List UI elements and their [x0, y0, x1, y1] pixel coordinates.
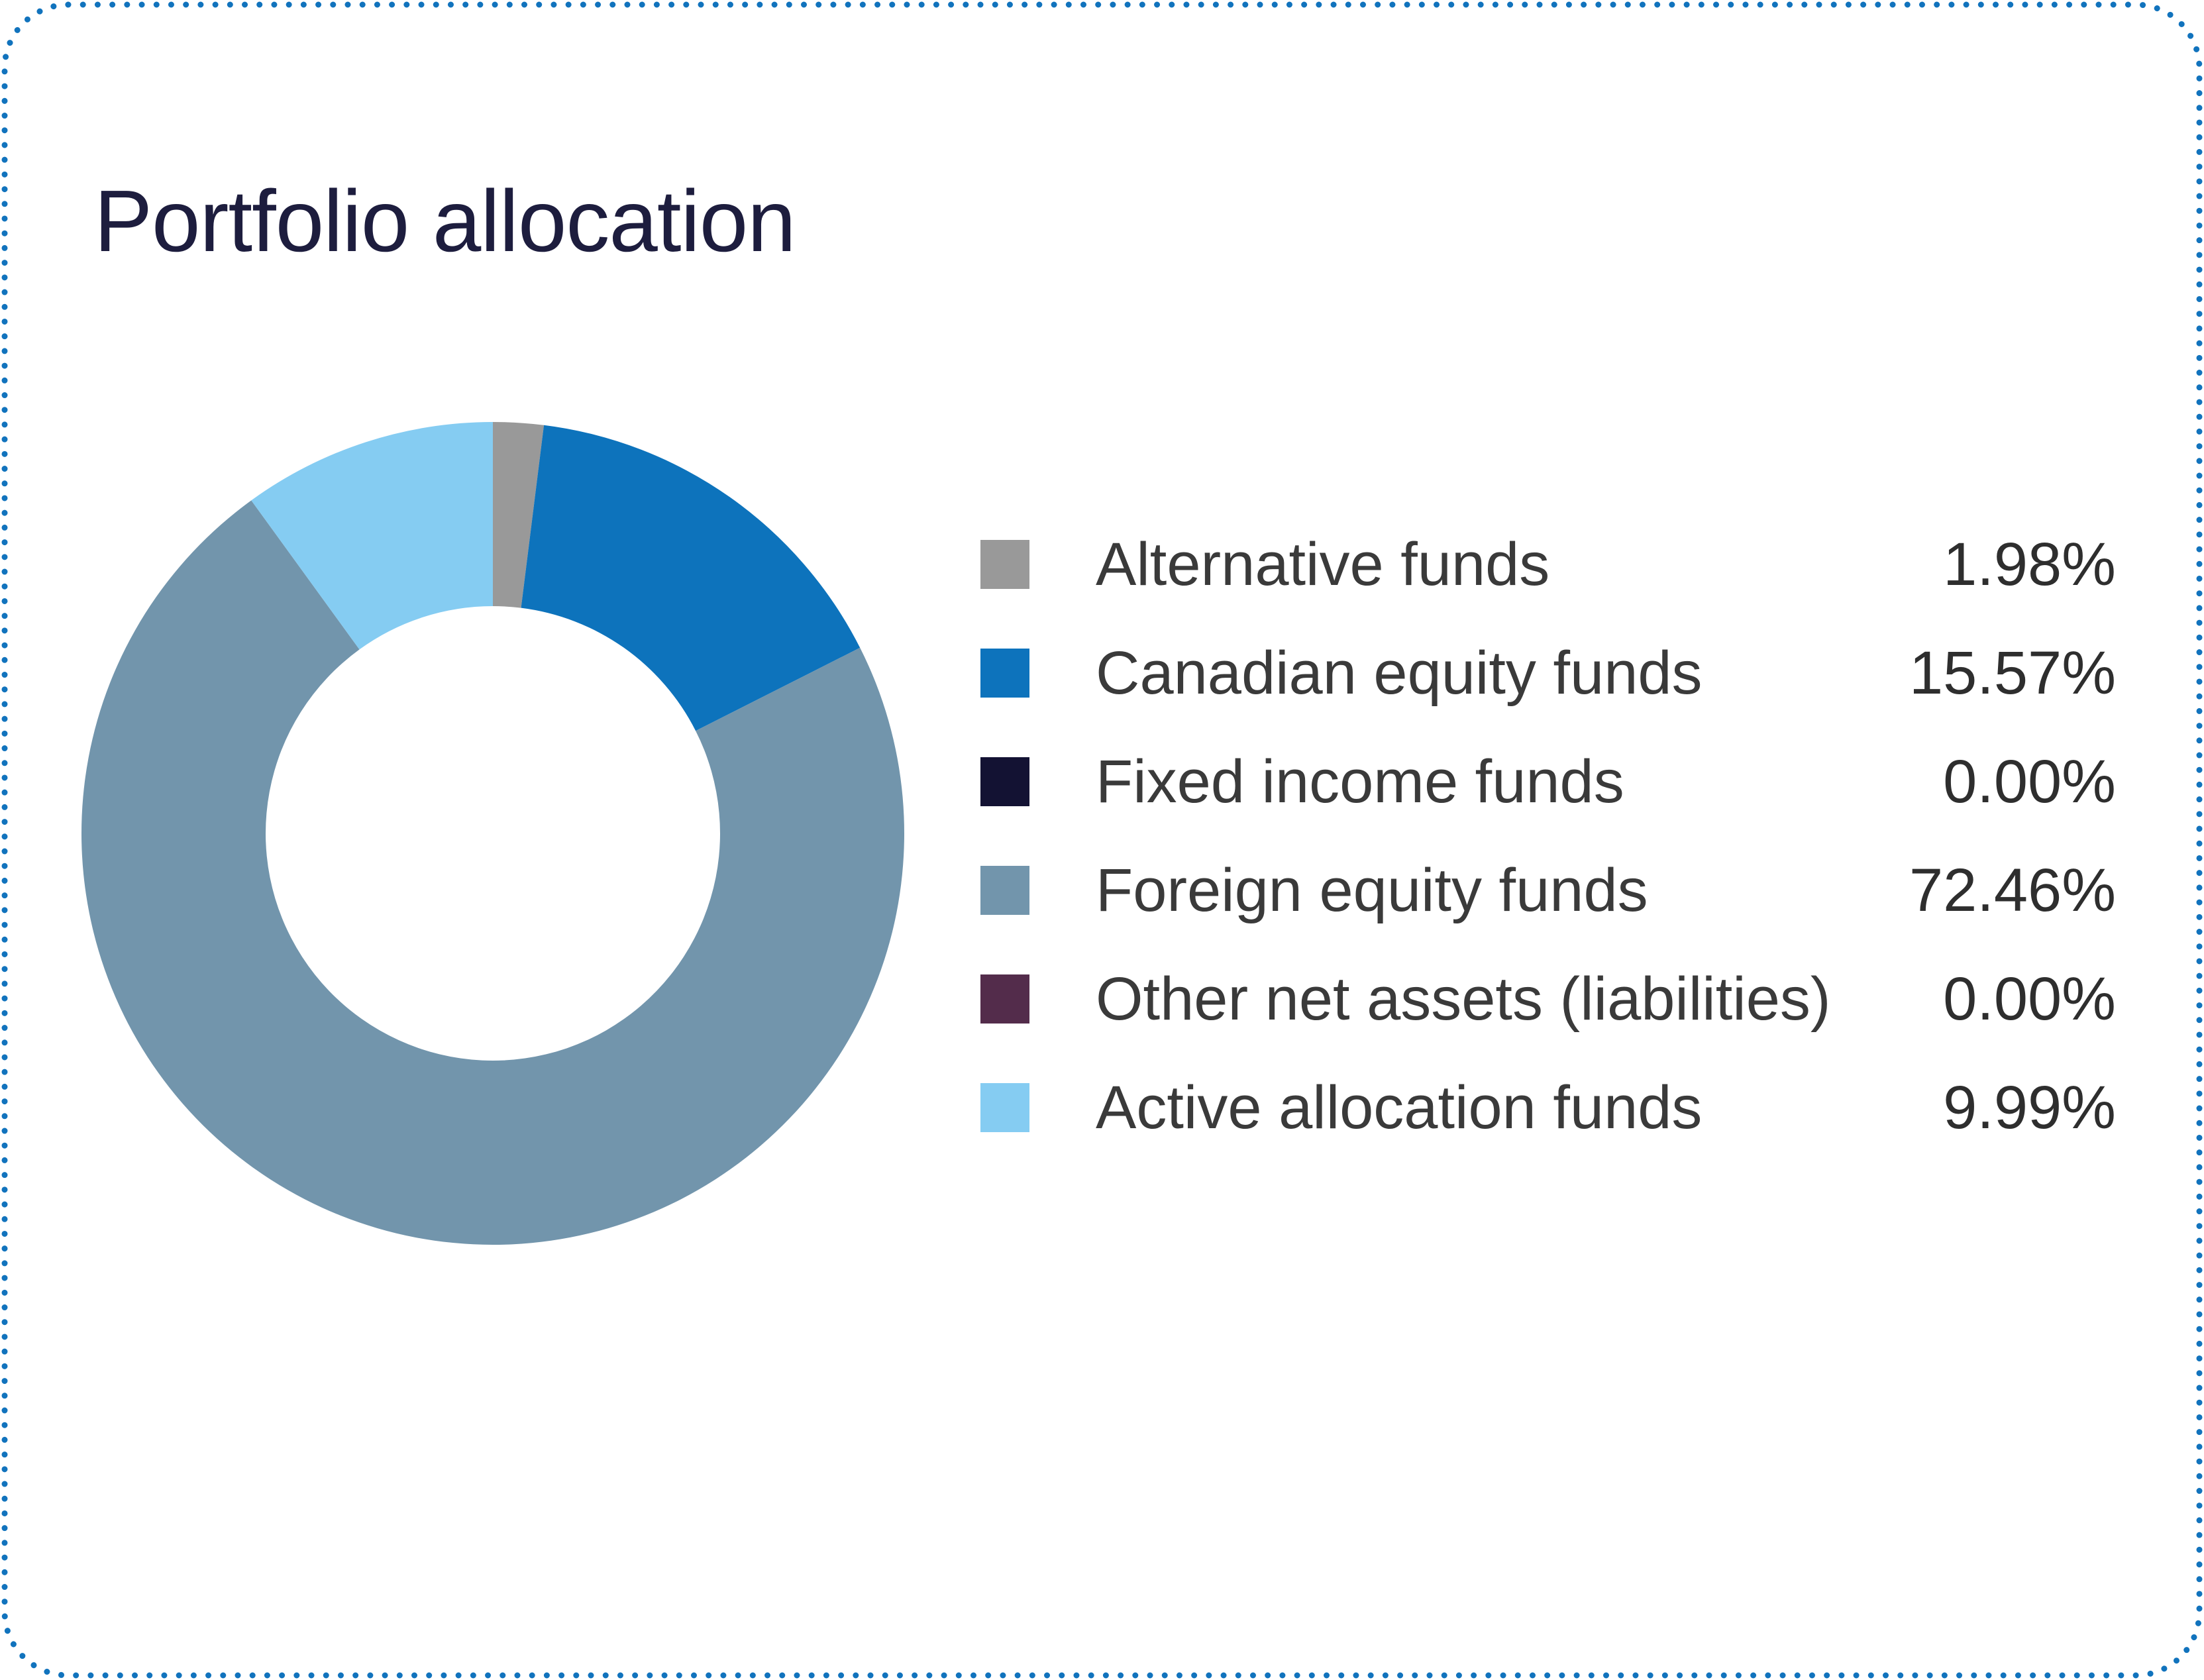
legend-value: 72.46%	[1909, 857, 2116, 924]
legend-label: Foreign equity funds	[1096, 857, 1648, 924]
legend-label: Other net assets (liabilities)	[1096, 965, 1831, 1033]
legend-label: Active allocation funds	[1096, 1074, 1703, 1141]
legend-value: 0.00%	[1943, 965, 2116, 1033]
legend-row-foreign-equity-funds: Foreign equity funds 72.46%	[980, 860, 2116, 921]
legend-label: Fixed income funds	[1096, 748, 1624, 815]
chart-legend: Alternative funds 1.98% Canadian equity fu…	[980, 534, 2116, 1138]
donut-slice-foreign-equity-funds	[81, 500, 904, 1245]
legend-swatch-other-net-assets-liabilities	[980, 974, 1029, 1024]
legend-value: 15.57%	[1909, 639, 2116, 707]
legend-value: 1.98%	[1943, 531, 2116, 598]
donut-slice-canadian-equity-funds	[521, 425, 861, 731]
legend-swatch-fixed-income-funds	[980, 757, 1029, 806]
legend-label: Canadian equity funds	[1096, 639, 1703, 707]
legend-value: 0.00%	[1943, 748, 2116, 815]
legend-value: 9.99%	[1943, 1074, 2116, 1141]
legend-row-active-allocation-funds: Active allocation funds 9.99%	[980, 1077, 2116, 1138]
donut-slice-alternative-funds	[493, 422, 545, 608]
donut-chart	[81, 422, 904, 1245]
legend-swatch-canadian-equity-funds	[980, 649, 1029, 698]
legend-swatch-active-allocation-funds	[980, 1083, 1029, 1132]
legend-row-other-net-assets-liabilities: Other net assets (liabilities) 0.00%	[980, 969, 2116, 1029]
legend-label: Alternative funds	[1096, 531, 1550, 598]
legend-swatch-foreign-equity-funds	[980, 866, 1029, 915]
legend-row-alternative-funds: Alternative funds 1.98%	[980, 534, 2116, 595]
legend-row-canadian-equity-funds: Canadian equity funds 15.57%	[980, 643, 2116, 704]
donut-slice-active-allocation-funds	[251, 422, 493, 650]
legend-row-fixed-income-funds: Fixed income funds 0.00%	[980, 751, 2116, 812]
chart-title: Portfolio allocation	[94, 172, 796, 270]
legend-swatch-alternative-funds	[980, 540, 1029, 589]
